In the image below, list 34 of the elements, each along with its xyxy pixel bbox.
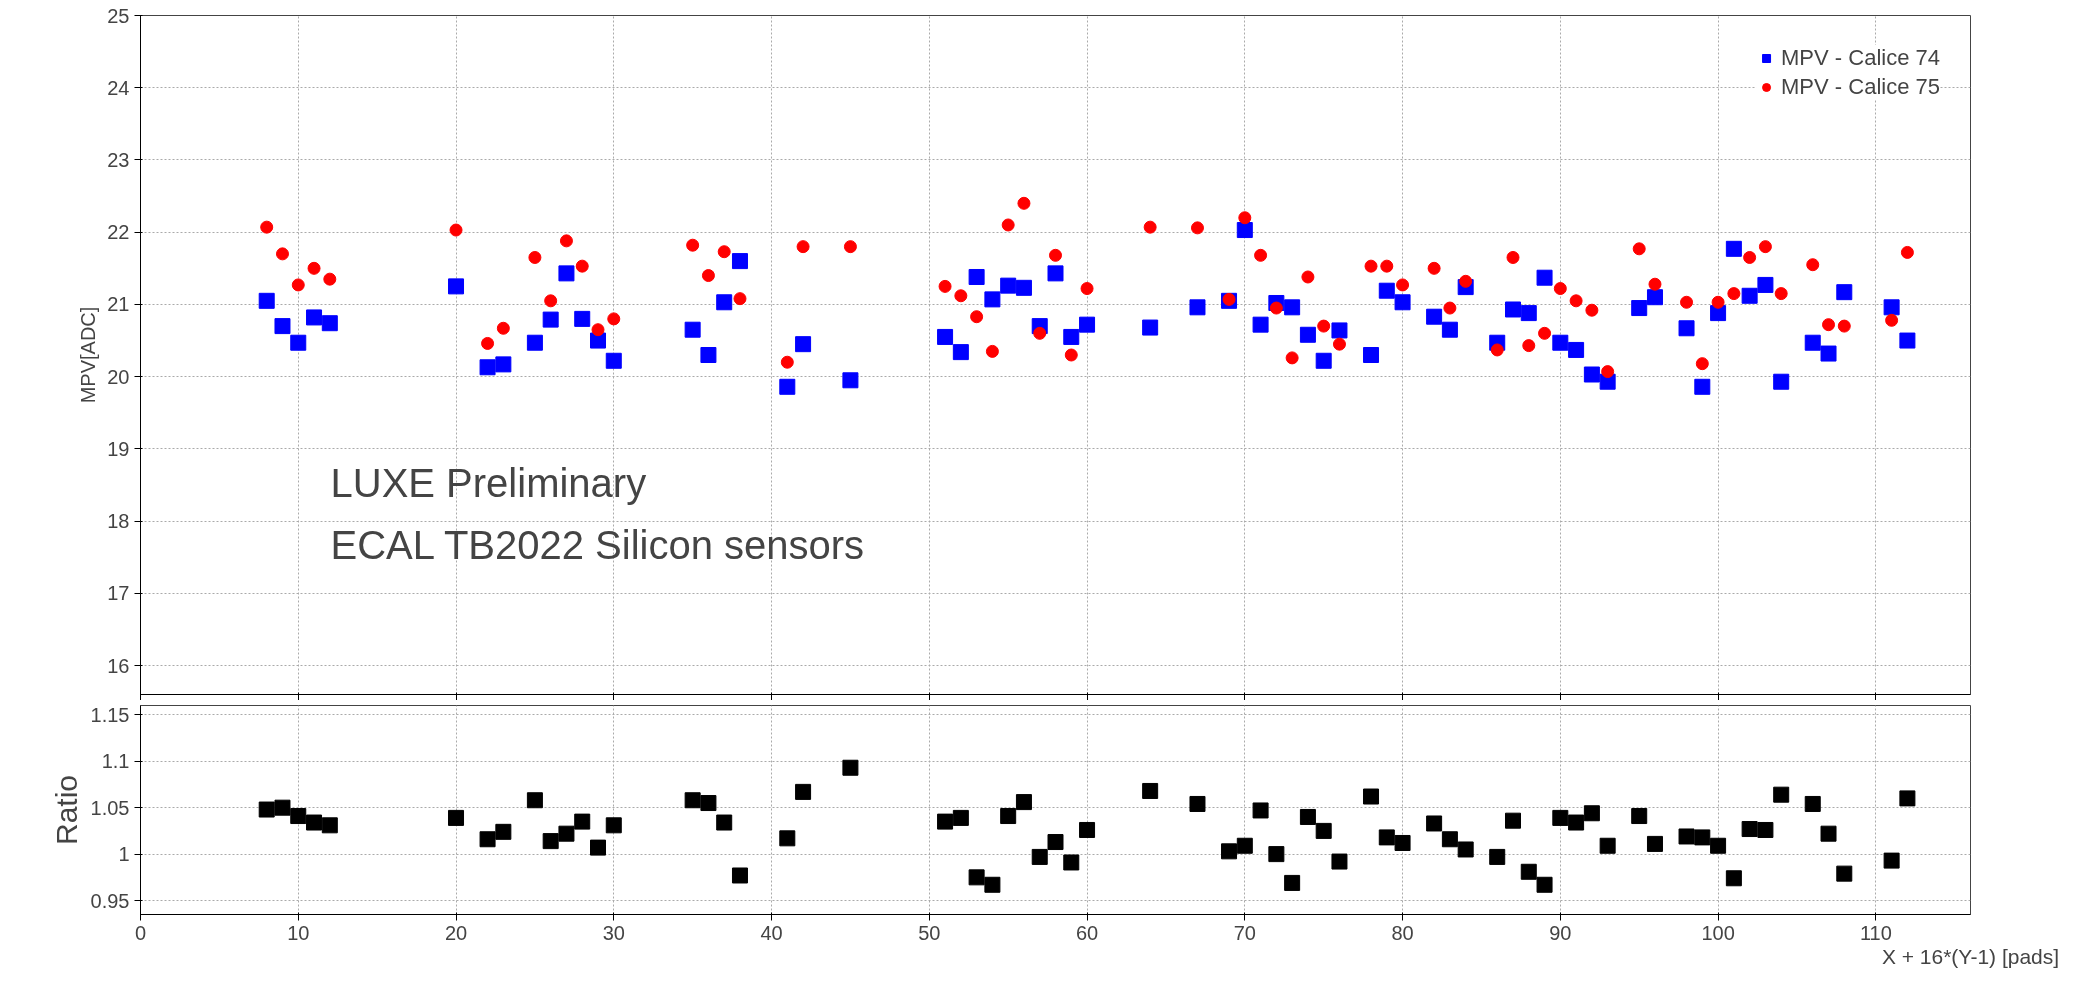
- x-tick-label: 70: [1233, 921, 1256, 944]
- legend-label: MPV - Calice 74: [1781, 45, 1940, 71]
- y-tick-label: 0.95: [90, 889, 130, 912]
- y-tick-label: 1.15: [90, 703, 130, 726]
- annotation: ECAL TB2022 Silicon sensors: [330, 522, 865, 567]
- x-tick-label: 50: [918, 921, 941, 944]
- x-tick-label: 80: [1391, 921, 1414, 944]
- x-tick-label: 110: [1859, 921, 1892, 944]
- x-tick-label: 60: [1075, 921, 1099, 944]
- x-tick-label: 30: [602, 921, 625, 944]
- y-tick-label: 18: [107, 510, 130, 533]
- legend-label: MPV - Calice 75: [1781, 74, 1940, 100]
- y-tick-label: 25: [107, 4, 130, 27]
- y-tick-label: 24: [107, 76, 130, 99]
- annotation: LUXE Preliminary: [330, 460, 647, 505]
- x-tick-label: 90: [1549, 921, 1572, 944]
- x-tick-label: 0: [134, 921, 147, 944]
- x-tick-label: 10: [287, 921, 310, 944]
- y-tick-label: 1.05: [90, 796, 130, 819]
- y-tick-label: 17: [107, 582, 130, 605]
- y-tick-label: 19: [107, 437, 130, 460]
- y-tick-label: 20: [107, 365, 130, 388]
- y-tick-label: 16: [107, 654, 130, 677]
- y-tick-label: 22: [107, 221, 130, 244]
- y-tick-label: 21: [107, 293, 130, 316]
- x-axis-title: X + 16*(Y-1) [pads]: [1881, 944, 2060, 968]
- y-axis-title: MPV[ADC]: [77, 306, 100, 404]
- y-tick-label: 1.1: [101, 750, 130, 773]
- y-tick-label: 23: [107, 148, 130, 171]
- y-tick-label: 1: [118, 843, 130, 866]
- x-tick-label: 40: [760, 921, 783, 944]
- x-tick-label: 100: [1701, 921, 1735, 944]
- x-tick-label: 20: [444, 921, 468, 944]
- y-axis-title: Ratio: [49, 774, 83, 846]
